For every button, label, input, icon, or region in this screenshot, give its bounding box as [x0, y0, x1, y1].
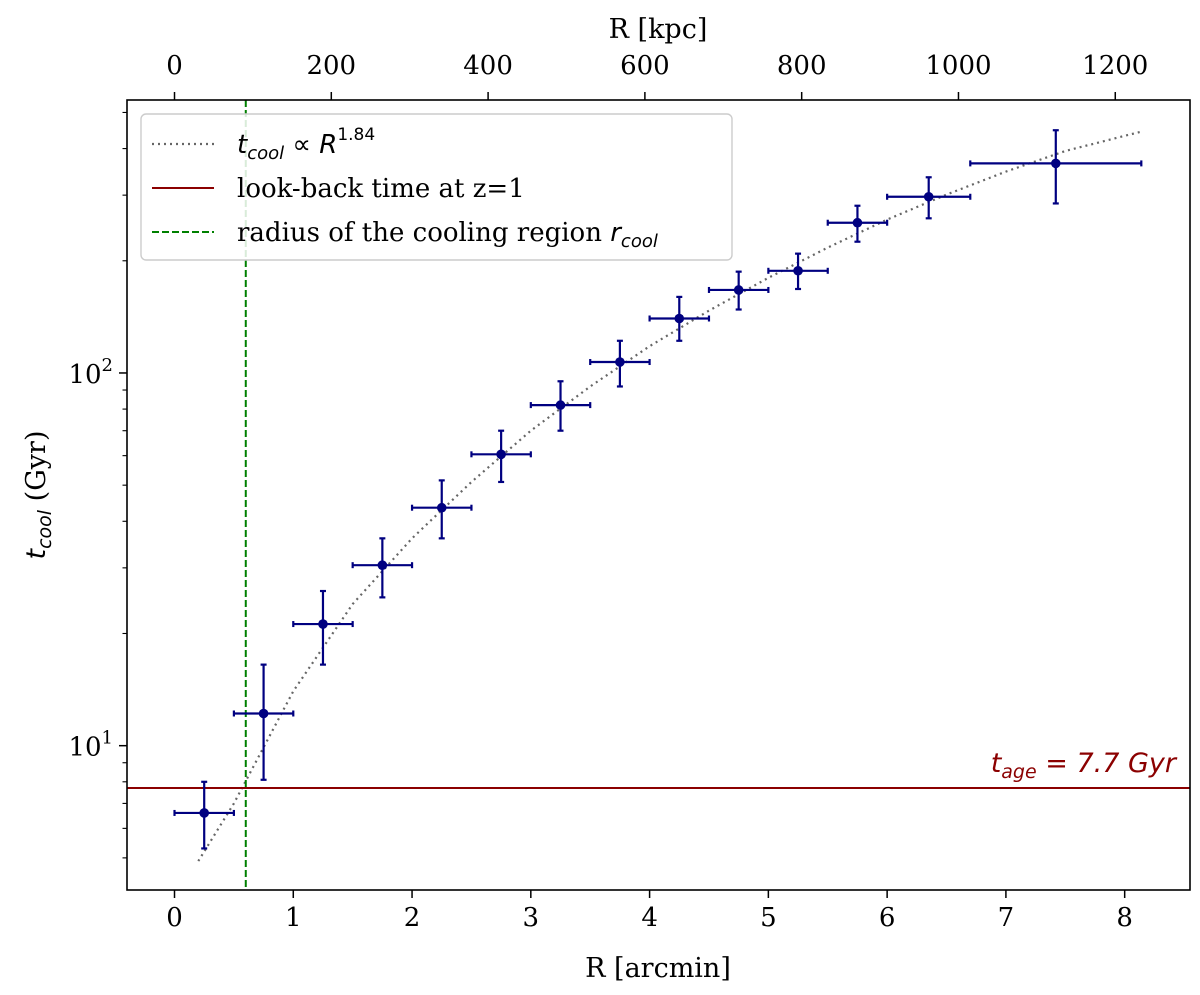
legend-cooling-subscript: cool — [621, 231, 658, 252]
data-marker — [258, 708, 269, 719]
x2-tick-label: 1200 — [1082, 51, 1148, 81]
x-tick-label: 4 — [641, 903, 658, 933]
data-point-13 — [886, 176, 972, 220]
data-point-8 — [589, 339, 651, 388]
x-tick-label: 6 — [879, 903, 896, 933]
data-point-7 — [529, 380, 592, 432]
data-point-6 — [470, 429, 532, 484]
t-age-annotation: tage = 7.7 Gyr — [991, 748, 1178, 783]
x2-tick-label: 1000 — [925, 51, 991, 81]
data-point-2 — [232, 663, 295, 781]
x-tick-label: 2 — [404, 903, 421, 933]
legend: tcool ∝ R1.84 look-back time at z=1 radi… — [140, 113, 733, 261]
data-point-11 — [767, 252, 829, 291]
x-tick-label: 3 — [523, 903, 540, 933]
data-marker — [852, 217, 863, 228]
data-marker — [436, 502, 447, 513]
data-point-10 — [707, 270, 770, 311]
data-marker — [923, 191, 934, 202]
data-marker — [199, 808, 210, 818]
data-point-14 — [969, 129, 1143, 205]
y-axis-label: tcool (Gyr) — [21, 431, 56, 560]
y-tick-label: 102 — [68, 355, 113, 390]
plot-frame — [126, 99, 1191, 891]
data-point-3 — [292, 589, 354, 666]
y-axis-label-unit: (Gyr) — [21, 431, 52, 510]
data-point-12 — [826, 204, 889, 243]
legend-fit-label: tcool ∝ R1.84 — [237, 125, 375, 164]
legend-cooling-symbol: r — [610, 218, 623, 248]
legend-fit-subscript: cool — [247, 143, 284, 164]
legend-fit-symbol: t — [237, 130, 248, 160]
legend-fit-relation: ∝ R — [284, 130, 337, 160]
svg-text:tcool (Gyr): tcool (Gyr) — [21, 431, 56, 560]
t-age-subscript: age — [1001, 761, 1036, 783]
data-marker — [1050, 158, 1061, 169]
data-point-5 — [410, 479, 473, 540]
data-marker — [733, 285, 744, 295]
x-tick-label: 0 — [166, 903, 183, 933]
data-marker — [377, 560, 388, 570]
data-point-4 — [351, 537, 414, 599]
data-marker — [674, 313, 685, 324]
x2-tick-label: 0 — [166, 51, 183, 81]
data-marker — [555, 400, 566, 410]
x-tick-label: 5 — [760, 903, 777, 933]
legend-cooling-label: radius of the cooling region rcool — [237, 218, 658, 252]
legend-lookback-label: look-back time at z=1 — [237, 174, 525, 204]
data-marker — [615, 357, 625, 367]
legend-box — [140, 113, 733, 261]
y-axis-label-subscript: cool — [34, 509, 56, 549]
x2-tick-label: 400 — [463, 51, 513, 81]
x2-axis-label: R [kpc] — [609, 14, 708, 45]
x2-tick-label: 800 — [777, 51, 827, 81]
y-axis-label-symbol: t — [21, 547, 52, 559]
y-tick-label: 101 — [68, 728, 113, 763]
data-point-1 — [173, 780, 235, 850]
legend-fit-exponent: 1.84 — [337, 125, 375, 145]
data-marker — [496, 449, 506, 460]
x-tick-label: 7 — [998, 903, 1015, 933]
x-tick-label: 1 — [285, 903, 302, 933]
x2-tick-label: 200 — [306, 51, 356, 81]
axis-ticks: 0 1 2 3 4 5 6 7 8 0 200 400 600 800 1000 1200 101 102 — [68, 51, 1148, 933]
legend-cooling-text: radius of the cooling region — [237, 218, 610, 248]
x-tick-label: 8 — [1116, 903, 1133, 933]
x2-tick-label: 600 — [620, 51, 670, 81]
data-point-9 — [648, 295, 711, 342]
t-age-symbol: t — [991, 748, 1003, 779]
t-age-value: = 7.7 Gyr — [1037, 748, 1178, 779]
fit-curve — [197, 130, 1143, 862]
x-axis-label: R [arcmin] — [585, 953, 731, 984]
data-marker — [793, 265, 803, 276]
data-marker — [318, 619, 328, 629]
